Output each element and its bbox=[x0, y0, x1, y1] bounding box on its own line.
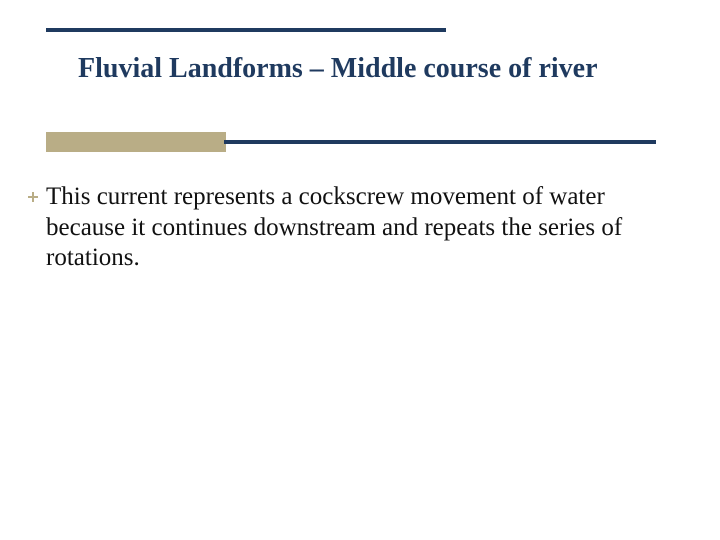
bullet-icon bbox=[28, 192, 38, 202]
slide: Fluvial Landforms – Middle course of riv… bbox=[0, 0, 720, 540]
slide-title: Fluvial Landforms – Middle course of riv… bbox=[78, 52, 598, 86]
top-horizontal-rule bbox=[46, 28, 446, 32]
bottom-horizontal-rule bbox=[224, 140, 656, 144]
accent-box bbox=[46, 132, 226, 152]
body-paragraph: This current represents a cockscrew move… bbox=[46, 182, 636, 274]
